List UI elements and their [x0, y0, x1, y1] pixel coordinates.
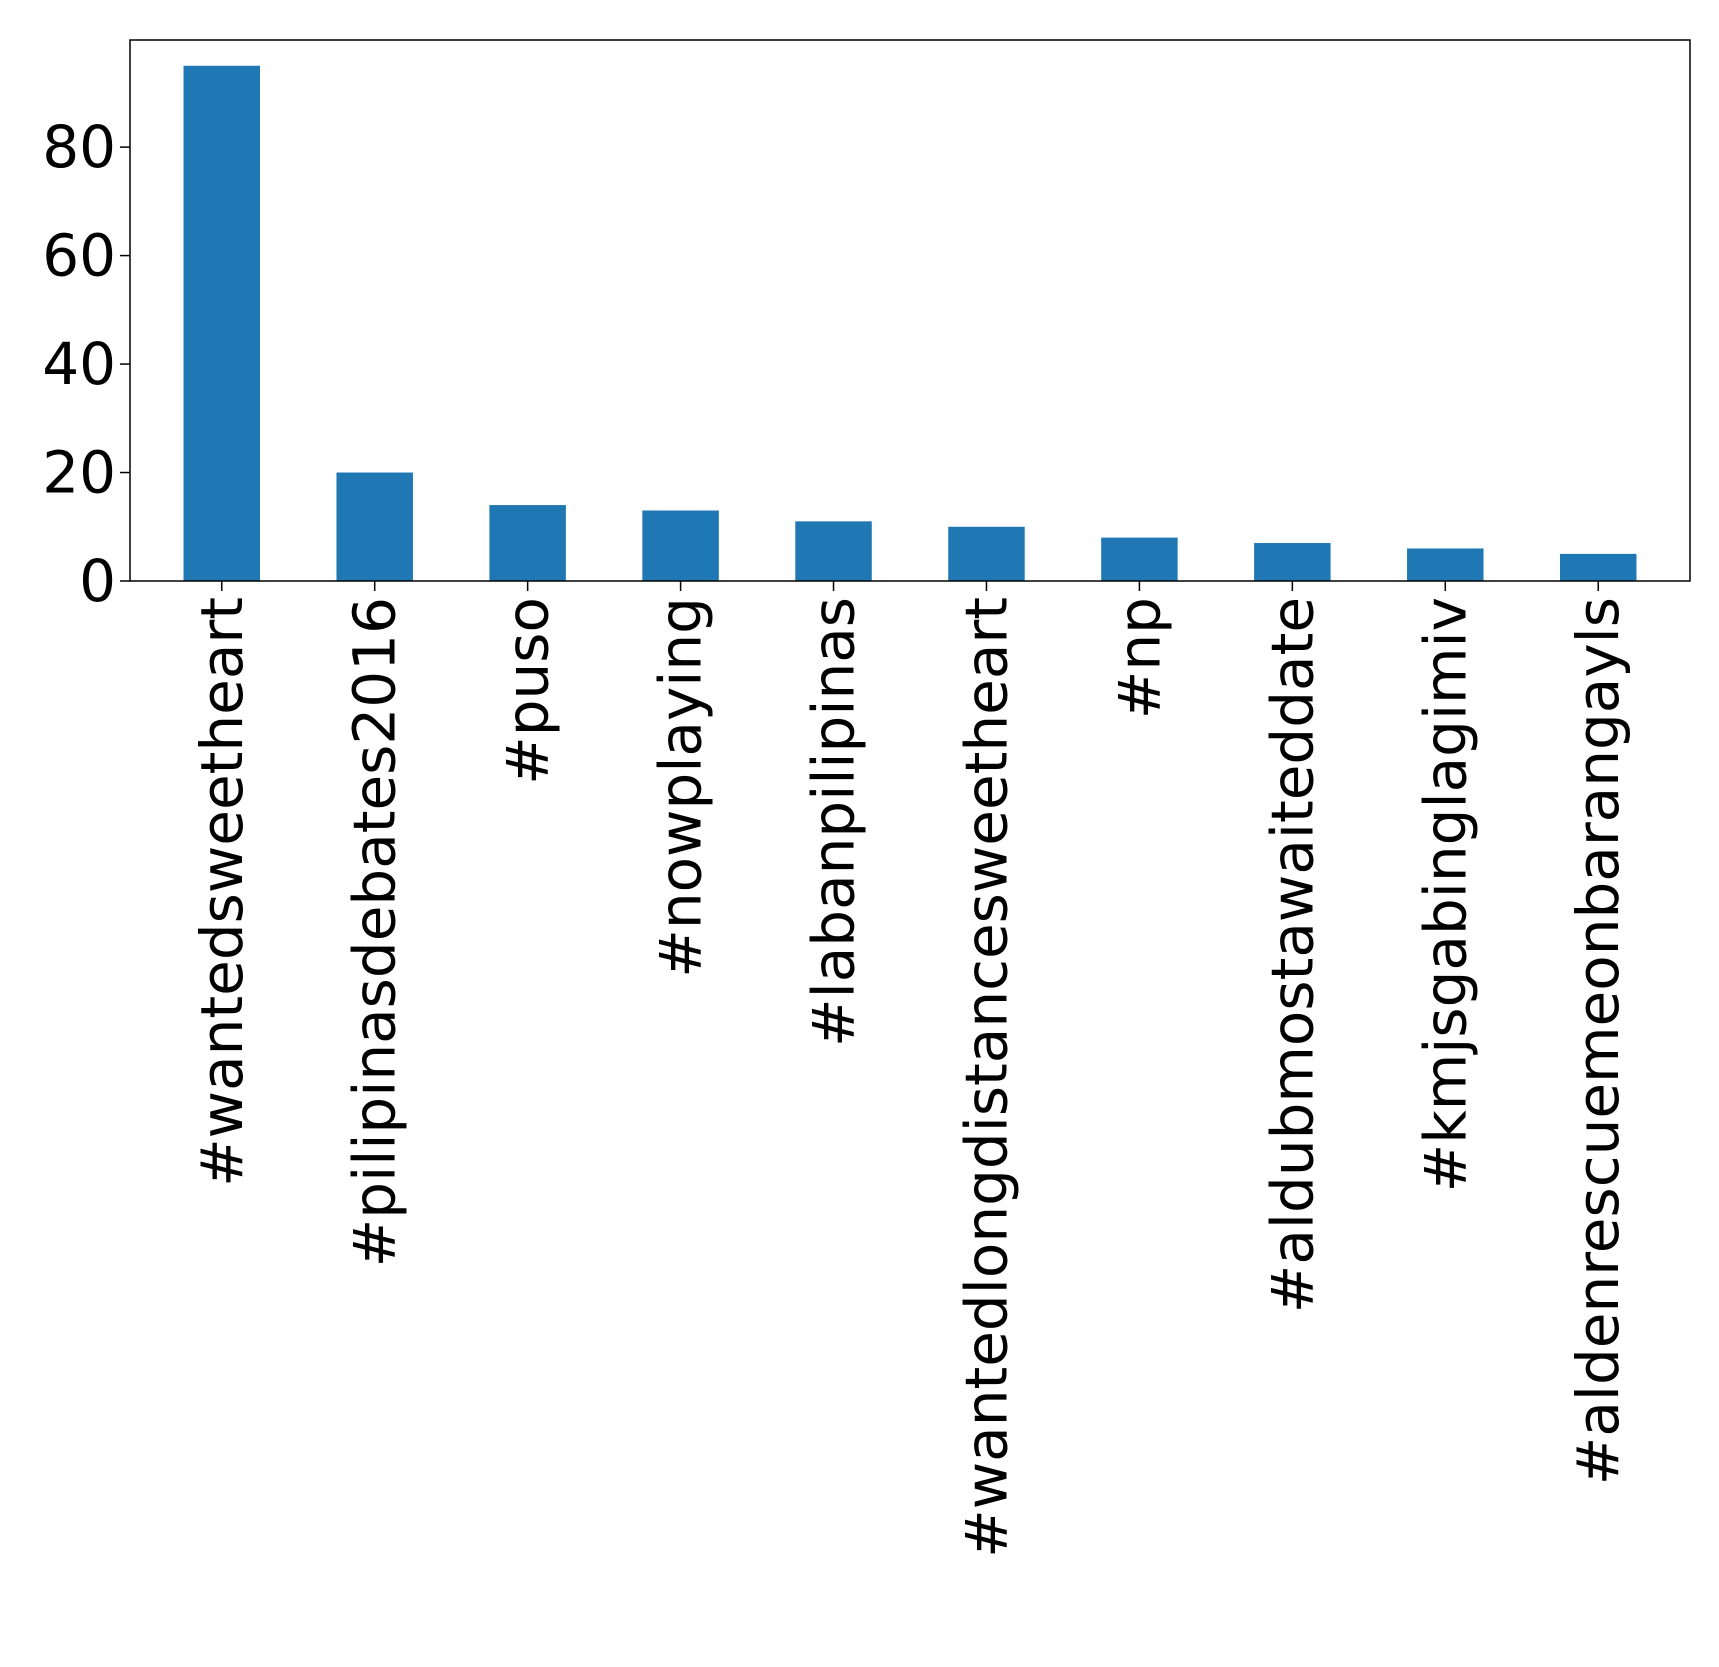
bar-0	[183, 65, 260, 581]
x-tick-label: #aldubmostawaiteddate	[1258, 597, 1326, 1313]
bar-1	[336, 472, 413, 581]
bars-layer	[183, 65, 1637, 581]
bar-7	[1254, 543, 1331, 581]
bar-4	[795, 521, 872, 581]
plot-frame	[129, 39, 1691, 582]
y-tick-label: 40	[42, 330, 116, 398]
bar-9	[1560, 553, 1637, 581]
y-tick-label: 60	[42, 222, 116, 290]
x-tick-label: #wantedlongdistancesweetheart	[952, 597, 1020, 1558]
bar-5	[948, 526, 1025, 581]
bar-6	[1101, 537, 1178, 581]
x-axis: #wantedsweetheart #pilipinasdebates2016 #p…	[188, 581, 1632, 1558]
y-axis: 0 20 40 60 80	[42, 113, 130, 615]
bar-2	[489, 505, 566, 581]
y-tick-label: 0	[79, 547, 116, 615]
x-tick-label: #aldenrescuemeonbarangayls	[1564, 597, 1632, 1485]
x-tick-label: #labanpilipinas	[800, 597, 868, 1047]
y-tick-label: 80	[42, 113, 116, 181]
bar-8	[1407, 548, 1484, 581]
bar-3	[642, 510, 719, 581]
x-tick-label: #nowplaying	[647, 597, 715, 978]
x-tick-label: #np	[1105, 597, 1173, 719]
y-tick-label: 20	[42, 439, 116, 507]
x-tick-label: #puso	[494, 597, 562, 785]
x-tick-label: #wantedsweetheart	[188, 597, 256, 1187]
x-tick-label: #kmjsgabinglagimiv	[1411, 597, 1479, 1192]
x-tick-label: #pilipinasdebates2016	[341, 597, 409, 1267]
